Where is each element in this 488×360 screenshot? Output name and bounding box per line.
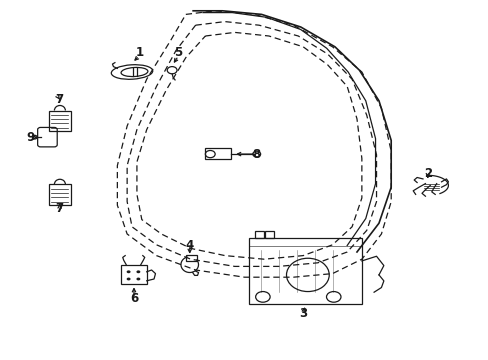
Circle shape	[126, 278, 130, 280]
Text: 5: 5	[174, 46, 182, 59]
Bar	[49, 184, 71, 205]
Text: 2: 2	[423, 167, 431, 180]
Text: 8: 8	[252, 148, 260, 161]
Bar	[205, 148, 230, 159]
Text: 6: 6	[130, 292, 138, 305]
Bar	[121, 265, 146, 284]
Bar	[185, 255, 196, 261]
Text: 1: 1	[135, 46, 143, 59]
Text: 7: 7	[56, 93, 63, 106]
Text: 3: 3	[299, 307, 306, 320]
Bar	[249, 238, 361, 304]
Bar	[255, 231, 264, 238]
Circle shape	[136, 270, 140, 273]
Bar	[49, 111, 71, 131]
Text: 4: 4	[185, 239, 193, 252]
Text: 7: 7	[56, 202, 63, 215]
Circle shape	[136, 278, 140, 280]
Text: 9: 9	[26, 131, 34, 144]
Bar	[264, 231, 274, 238]
Circle shape	[126, 270, 130, 273]
